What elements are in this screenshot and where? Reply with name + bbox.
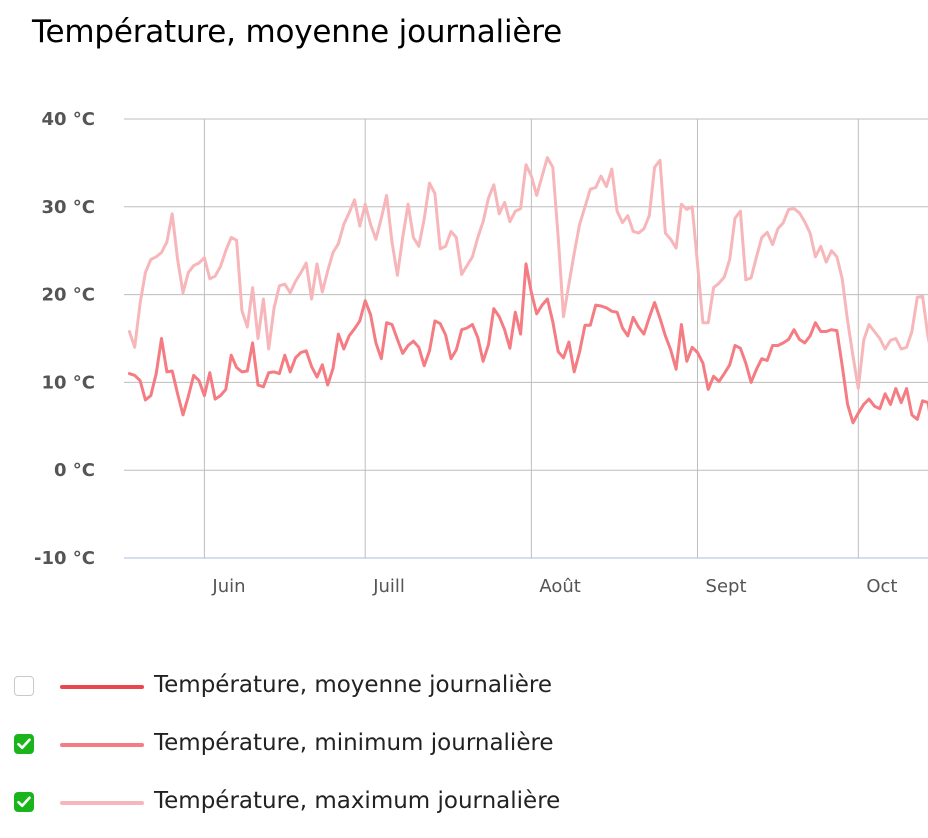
x-tick-label: Sept: [706, 576, 747, 597]
y-tick-label: 40 °C: [41, 109, 95, 130]
line-chart: 40 °C 30 °C 20 °C 10 °C 0 °C -10 °C Juin Juill…: [34, 109, 928, 597]
chart-title: Température, moyenne journalière: [32, 14, 562, 50]
checkmark-icon: [17, 738, 31, 750]
x-tick-label: Juill: [372, 576, 405, 597]
y-tick-label: 30 °C: [41, 197, 95, 218]
series-line-minimum: [127, 262, 928, 425]
x-tick-label: Juin: [211, 576, 245, 597]
legend-label-maximum: Température, maximum journalière: [154, 788, 561, 814]
y-tick-label: 10 °C: [41, 372, 95, 393]
chart-grid: [124, 118, 928, 559]
y-axis-ticks: 40 °C 30 °C 20 °C 10 °C 0 °C -10 °C: [34, 109, 95, 569]
x-tick-label: Août: [539, 576, 580, 597]
y-tick-label: -10 °C: [34, 548, 95, 569]
chart-series: [127, 156, 928, 425]
x-axis-ticks: Juin Juill Août Sept Oct: [211, 576, 897, 597]
y-tick-label: 20 °C: [41, 285, 95, 306]
checkmark-icon: [17, 796, 31, 808]
legend-swatch-maximum: [60, 801, 144, 805]
checkbox-checked-icon[interactable]: [14, 792, 34, 812]
y-tick-label: 0 °C: [54, 460, 95, 481]
series-line-maximum: [127, 156, 928, 390]
legend-label-moyenne: Température, moyenne journalière: [154, 672, 552, 698]
legend-swatch-minimum: [60, 743, 144, 747]
checkbox-unchecked-icon[interactable]: [14, 676, 34, 696]
legend-label-minimum: Température, minimum journalière: [154, 730, 554, 756]
legend-swatch-moyenne: [60, 685, 144, 689]
checkbox-checked-icon[interactable]: [14, 734, 34, 754]
x-tick-label: Oct: [866, 576, 897, 597]
